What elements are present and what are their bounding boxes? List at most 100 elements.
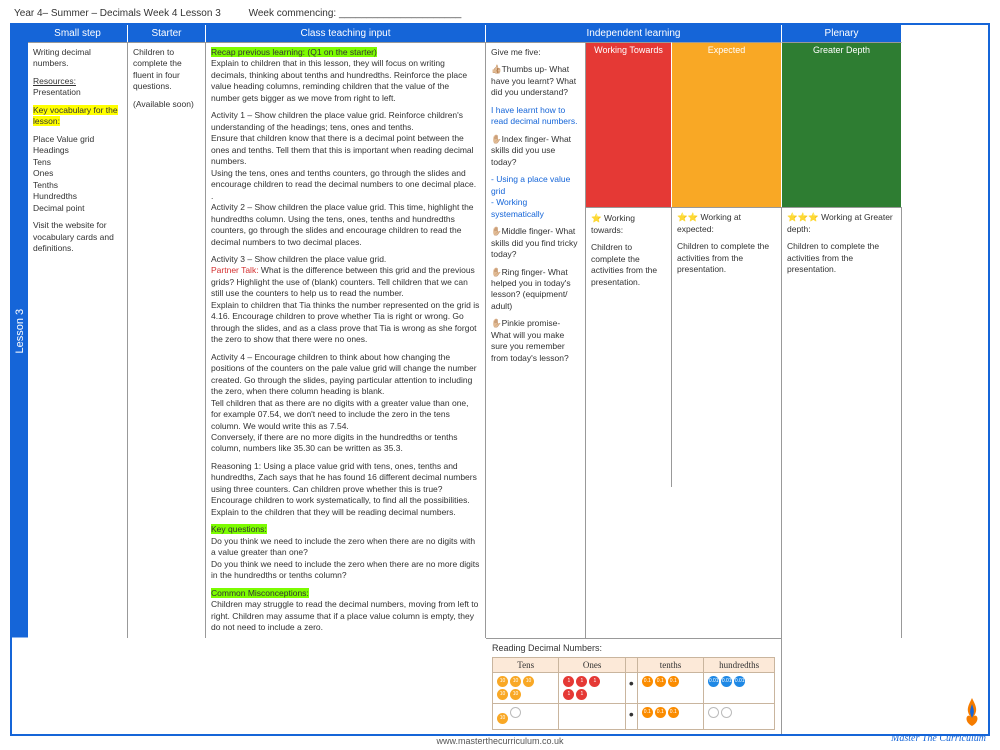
t-a4b: Tell children that as there are no digit… (211, 398, 469, 431)
place-value-table: Tens Ones tenths hundredths 101010 1010 … (492, 657, 775, 730)
il-hdr-exp: Expected (672, 42, 782, 207)
il-exp-cell: ⭐⭐ Working at expected: Children to comp… (672, 207, 782, 637)
chip-10: 10 (497, 689, 508, 700)
chip-10: 10 (497, 713, 508, 724)
pl-index: ✋🏼Index finger- What skills did you use … (491, 134, 580, 168)
starter-cell: Children to complete the fluent in four … (128, 42, 206, 638)
pv-h-ones: Ones (559, 657, 625, 672)
pv-r1-dot: • (625, 672, 637, 703)
il-wt-h: ⭐ Working towards: (591, 213, 635, 234)
chip-01: 0.1 (668, 707, 679, 718)
ss-title: Writing decimal numbers. (33, 47, 122, 70)
ss-v3: Tens (33, 157, 51, 167)
chip-01: 0.1 (655, 676, 666, 687)
t-a1: Activity 1 – Show children the place val… (211, 110, 463, 131)
chip-1: 1 (589, 676, 600, 687)
pl-thumb: 👍🏼Thumbs up- What have you learnt? What … (491, 64, 580, 98)
pl-intro: Give me five: (491, 47, 580, 58)
hdr-starter: Starter (128, 25, 206, 42)
ss-visit: Visit the website for vocabulary cards a… (33, 220, 122, 254)
chip-1: 1 (563, 676, 574, 687)
pl-ring: ✋🏼Ring finger- What helped you in today'… (491, 267, 580, 313)
chip-1: 1 (576, 689, 587, 700)
pv-dot-h (625, 657, 637, 672)
chip-001: 0.01 (708, 676, 719, 687)
t-p1: Explain to children that in this lesson,… (211, 58, 467, 102)
pv-r1-hundredths: 0.010.010.01 (704, 672, 775, 703)
chip-01: 0.1 (655, 707, 666, 718)
chip-10: 10 (510, 689, 521, 700)
chip-01: 0.1 (642, 707, 653, 718)
chip-01: 0.1 (668, 676, 679, 687)
t-cm1: Children may struggle to read the decima… (211, 599, 478, 632)
ss-v1: Place Value grid (33, 134, 94, 144)
pv-r2-dot: • (625, 703, 637, 729)
rd-title: Reading Decimal Numbers: (492, 643, 602, 653)
flame-icon (962, 696, 982, 728)
pv-r1-tenths: 0.10.10.1 (637, 672, 703, 703)
t-a3b: Explain to children that Tia thinks the … (211, 300, 479, 344)
ss-res-1: Presentation (33, 87, 81, 97)
hdr-teaching: Class teaching input (206, 25, 486, 42)
pv-r2-hundredths (704, 703, 775, 729)
t-r1: Reasoning 1: Using a place value grid wi… (211, 461, 477, 505)
footer-url: www.masterthecurriculum.co.uk (0, 736, 1000, 746)
t-kq2: Do you think we need to include the zero… (211, 559, 479, 580)
page: Year 4– Summer – Decimals Week 4 Lesson … (0, 0, 1000, 740)
small-step-cell: Writing decimal numbers. Resources: Pres… (28, 42, 128, 638)
t-a3: Activity 3 – Show children the place val… (211, 254, 386, 264)
lesson-tab: Lesson 3 (12, 25, 28, 638)
chip-empty (721, 707, 732, 718)
chip-10: 10 (523, 676, 534, 687)
hdr-small-step: Small step (28, 25, 128, 42)
il-exp-h: ⭐⭐ Working at expected: (677, 212, 741, 233)
il-gd-cell: ⭐⭐⭐ Working at Greater depth: Children t… (782, 207, 902, 637)
pl-thumb-ans: I have learnt how to read decimal number… (491, 105, 580, 128)
t-pt-label: Partner Talk: (211, 265, 259, 275)
ss-v2: Headings (33, 145, 69, 155)
pl-middle: ✋🏼Middle finger- What skills did you fin… (491, 226, 580, 260)
t-recap: Recap previous learning: (Q1 on the star… (211, 47, 377, 57)
chip-10: 10 (510, 676, 521, 687)
brand-text: Master The Curriculum (891, 733, 986, 744)
teaching-cell: Recap previous learning: (Q1 on the star… (206, 42, 486, 638)
il-wt-cell: ⭐ Working towards: Children to complete … (586, 207, 672, 487)
chip-empty (510, 707, 521, 718)
pl-index-a2: - Working systematically (491, 197, 544, 218)
pv-r2-ones (559, 703, 625, 729)
lesson-grid: Lesson 3 Small step Starter Class teachi… (10, 23, 990, 736)
il-wt-b: Children to complete the activities from… (591, 242, 666, 288)
t-a1c: Using the tens, ones and tenths counters… (211, 168, 476, 201)
ss-v7: Decimal point (33, 203, 85, 213)
t-a4c: Conversely, if there are no more digits … (211, 432, 457, 453)
title-left: Year 4– Summer – Decimals Week 4 Lesson … (14, 8, 221, 19)
il-exp-b: Children to complete the activities from… (677, 241, 776, 275)
ss-vocab-hl: Key vocabulary for the lesson: (33, 105, 118, 126)
hdr-plenary: Plenary (782, 25, 902, 42)
t-a2: Activity 2 – Show children the place val… (211, 202, 474, 246)
reading-decimals-panel: Reading Decimal Numbers: Tens Ones tenth… (486, 638, 782, 734)
starter-l1: Children to complete the fluent in four … (133, 47, 200, 93)
t-r1b: Explain to the children that they will b… (211, 507, 456, 517)
chip-1: 1 (563, 689, 574, 700)
t-a1b: Ensure that children know that there is … (211, 133, 474, 166)
chip-10: 10 (497, 676, 508, 687)
pv-r2-tenths: 0.10.10.1 (637, 703, 703, 729)
il-hdr-wt: Working Towards (586, 42, 672, 207)
pv-h-hundredths: hundredths (704, 657, 775, 672)
t-a4: Activity 4 – Encourage children to think… (211, 352, 477, 396)
pv-r1-tens: 101010 1010 (493, 672, 559, 703)
pv-h-tenths: tenths (637, 657, 703, 672)
title-right: Week commencing: ______________________ (249, 8, 462, 19)
pv-h-tens: Tens (493, 657, 559, 672)
ss-v6: Hundredths (33, 191, 77, 201)
chip-1: 1 (576, 676, 587, 687)
pv-r1-ones: 111 11 (559, 672, 625, 703)
pl-index-a1: - Using a place value grid (491, 174, 570, 195)
il-hdr-gd: Greater Depth (782, 42, 902, 207)
ss-res-h: Resources: (33, 76, 76, 86)
chip-01: 0.1 (642, 676, 653, 687)
plenary-cell: Give me five: 👍🏼Thumbs up- What have you… (486, 42, 586, 638)
pv-r2-tens: 10 (493, 703, 559, 729)
t-cm-hl: Common Misconceptions: (211, 588, 309, 598)
